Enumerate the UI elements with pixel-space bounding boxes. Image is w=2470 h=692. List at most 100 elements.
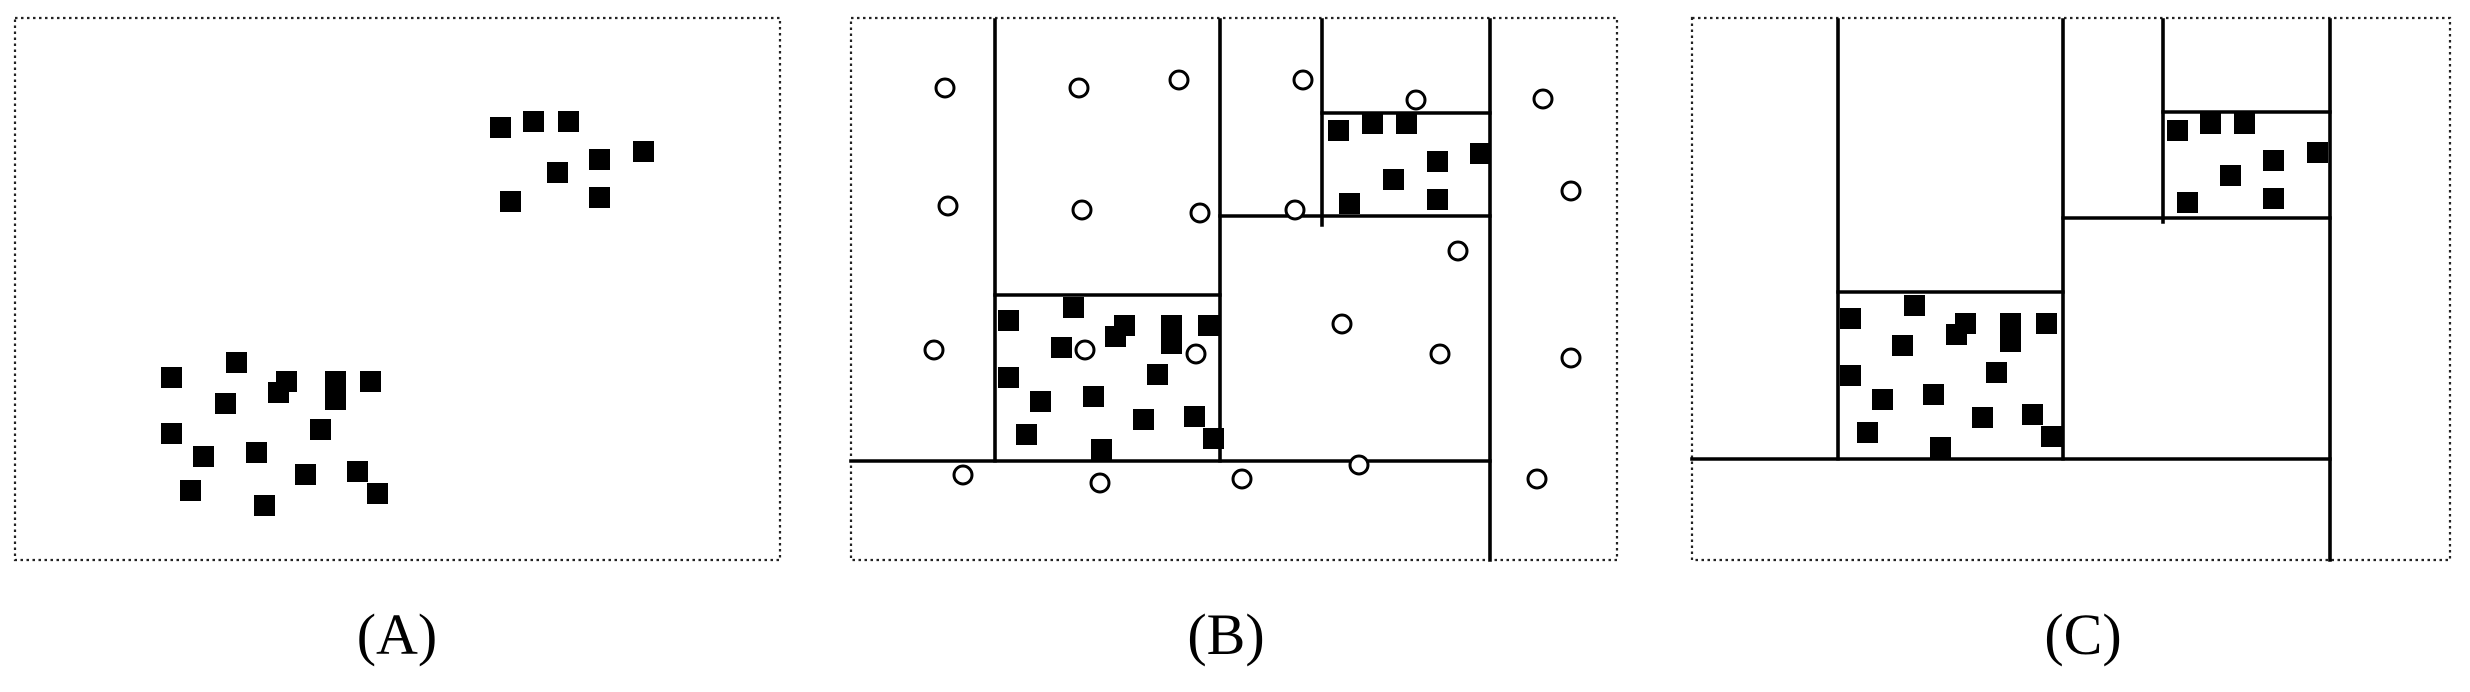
point-circle <box>1168 69 1190 91</box>
point-square <box>2220 165 2241 186</box>
panel-a-points <box>161 111 654 516</box>
point-square <box>325 371 346 392</box>
point-square <box>325 389 346 410</box>
point-circle <box>1447 240 1469 262</box>
point-square <box>589 187 610 208</box>
panel-c-caption: (C) <box>2044 602 2122 667</box>
point-square <box>347 461 368 482</box>
point-square <box>1427 151 1448 172</box>
point-circle <box>937 195 959 217</box>
point-square <box>1030 391 1051 412</box>
panel-a <box>13 16 782 562</box>
point-square <box>193 446 214 467</box>
point-square <box>547 162 568 183</box>
point-square <box>500 191 521 212</box>
point-square <box>2041 426 2062 447</box>
point-square <box>998 310 1019 331</box>
point-square <box>1147 364 1168 385</box>
panel-c-square-points <box>1840 113 2328 458</box>
point-square <box>1161 315 1182 336</box>
point-square <box>1198 315 1219 336</box>
point-square <box>1105 326 1126 347</box>
point-square <box>1892 335 1913 356</box>
point-square <box>1427 189 1448 210</box>
point-square <box>2167 120 2188 141</box>
point-circle <box>1231 468 1253 490</box>
point-square <box>2263 150 2284 171</box>
point-circle <box>952 464 974 486</box>
point-circle <box>1532 88 1554 110</box>
point-square <box>2307 142 2328 163</box>
point-square <box>246 442 267 463</box>
point-square <box>360 371 381 392</box>
point-square <box>215 393 236 414</box>
point-circle <box>1189 202 1211 224</box>
point-square <box>2000 313 2021 334</box>
point-square <box>1923 384 1944 405</box>
point-circle <box>1068 77 1090 99</box>
point-square <box>180 480 201 501</box>
point-square <box>161 423 182 444</box>
point-square <box>1051 337 1072 358</box>
point-circle <box>1185 343 1207 365</box>
point-circle <box>923 339 945 361</box>
panel-a-frame <box>13 16 782 562</box>
point-square <box>1930 437 1951 458</box>
point-circle <box>1560 347 1582 369</box>
point-circle <box>1074 339 1096 361</box>
point-circle <box>1560 180 1582 202</box>
point-square <box>1161 333 1182 354</box>
point-square <box>1133 409 1154 430</box>
point-square <box>589 149 610 170</box>
point-square <box>2036 313 2057 334</box>
panel-c-partition-lines <box>1690 18 2332 562</box>
point-square <box>1383 169 1404 190</box>
panel-a-caption: (A) <box>356 602 438 667</box>
point-circle <box>1071 199 1093 221</box>
point-square <box>523 111 544 132</box>
point-circle <box>934 77 956 99</box>
point-square <box>1184 406 1205 427</box>
point-square <box>2234 113 2255 134</box>
point-square <box>310 419 331 440</box>
point-square <box>558 111 579 132</box>
point-circle <box>1348 454 1370 476</box>
point-square <box>1986 362 2007 383</box>
panel-b-square-points <box>998 113 1491 460</box>
point-square <box>1328 120 1349 141</box>
point-square <box>1396 113 1417 134</box>
point-circle <box>1429 343 1451 365</box>
point-square <box>226 352 247 373</box>
point-square <box>1063 297 1084 318</box>
point-square <box>2263 188 2284 209</box>
point-square <box>295 464 316 485</box>
point-square <box>2200 113 2221 134</box>
point-square <box>633 141 654 162</box>
point-circle <box>1331 313 1353 335</box>
point-square <box>1470 143 1491 164</box>
point-square <box>1857 422 1878 443</box>
point-square <box>2022 404 2043 425</box>
point-circle <box>1526 468 1548 490</box>
point-square <box>254 495 275 516</box>
point-square <box>1091 439 1112 460</box>
point-circle <box>1089 472 1111 494</box>
point-square <box>367 483 388 504</box>
point-square <box>1840 308 1861 329</box>
point-square <box>490 117 511 138</box>
panel-b-circle-points <box>923 69 1582 494</box>
point-square <box>2000 331 2021 352</box>
point-square <box>1872 389 1893 410</box>
point-circle <box>1405 89 1427 111</box>
point-square <box>161 367 182 388</box>
point-circle <box>1284 199 1306 221</box>
panel-c <box>1690 16 2452 562</box>
panel-b-partition-lines <box>849 18 1492 562</box>
panel-b <box>849 16 1619 562</box>
point-square <box>1203 428 1224 449</box>
point-square <box>2177 192 2198 213</box>
point-square <box>1016 424 1037 445</box>
point-square <box>1362 113 1383 134</box>
point-square <box>1083 386 1104 407</box>
